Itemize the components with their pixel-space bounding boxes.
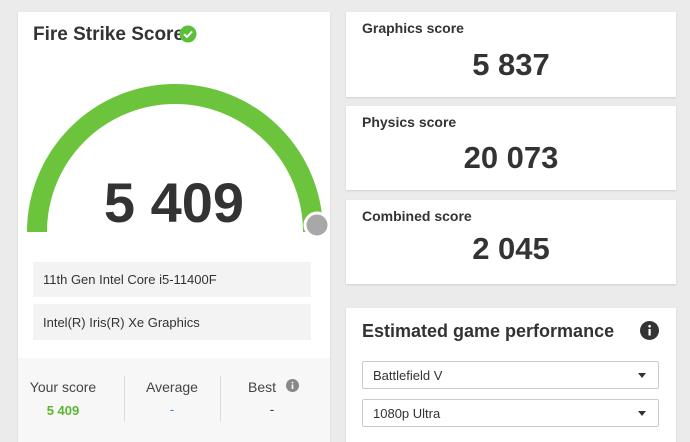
stat-label: Your score — [29, 379, 97, 395]
main-score: 5 409 — [103, 171, 245, 234]
game-performance-panel: Estimated game performance Battlefield V… — [346, 308, 676, 442]
score-card: Physics score 20 073 — [346, 106, 676, 190]
score-value: 5 837 — [472, 47, 550, 82]
dropdown-text: Battlefield V — [373, 367, 443, 383]
stat-value: - — [169, 401, 175, 417]
gpu-box: Intel(R) Iris(R) Xe Graphics — [33, 304, 311, 340]
dropdown-arrow — [638, 373, 646, 378]
score-value: 20 073 — [463, 140, 559, 175]
score-value: 2 045 — [472, 231, 550, 266]
setting-dropdown[interactable]: 1080p Ultra — [362, 399, 659, 427]
score-label: Physics score — [362, 114, 457, 130]
info-icon[interactable] — [286, 379, 299, 392]
game-dropdown[interactable]: Battlefield V — [362, 361, 659, 389]
dropdown-text: 1080p Ultra — [373, 405, 441, 421]
score-panel: Fire Strike Score 5 409 11th Gen Intel C… — [18, 12, 330, 442]
gauge — [27, 84, 330, 239]
dropdown-arrow — [638, 411, 646, 416]
score-label: Graphics score — [362, 20, 464, 36]
stat-value: - — [269, 401, 275, 417]
panel-title: Fire Strike Score — [33, 24, 185, 45]
panel-title: Estimated game performance — [362, 321, 615, 341]
stats-bar: Your score 5 409 Average - Best - — [18, 358, 330, 442]
check-icon — [179, 25, 197, 43]
score-label: Combined score — [362, 208, 472, 224]
score-card: Combined score 2 045 — [346, 200, 676, 284]
score-card: Graphics score 5 837 — [346, 12, 676, 97]
info-icon[interactable] — [640, 321, 659, 340]
stat-value: 5 409 — [46, 403, 80, 418]
stat-label: Best — [247, 379, 276, 395]
stat-label: Average — [146, 379, 198, 395]
cpu-box: 11th Gen Intel Core i5-11400F — [33, 262, 311, 297]
